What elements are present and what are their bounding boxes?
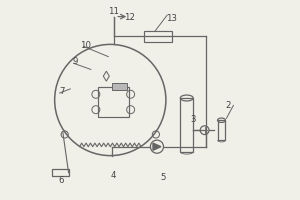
Text: 11: 11 (108, 7, 119, 16)
Polygon shape (153, 143, 161, 150)
Bar (98, 87, 129, 117)
Text: 6: 6 (59, 176, 64, 185)
Bar (180, 98, 193, 152)
Text: 12: 12 (124, 13, 135, 22)
Text: 5: 5 (160, 173, 166, 182)
Text: 3: 3 (190, 115, 196, 124)
Bar (218, 120, 226, 140)
Text: 13: 13 (166, 14, 177, 23)
Bar (144, 31, 172, 42)
Bar (52, 169, 69, 176)
Text: 4: 4 (110, 171, 116, 180)
Bar (112, 83, 127, 90)
Text: 10: 10 (80, 41, 91, 50)
Text: 7: 7 (59, 87, 64, 96)
Text: 2: 2 (226, 101, 231, 110)
Text: 9: 9 (73, 57, 78, 66)
